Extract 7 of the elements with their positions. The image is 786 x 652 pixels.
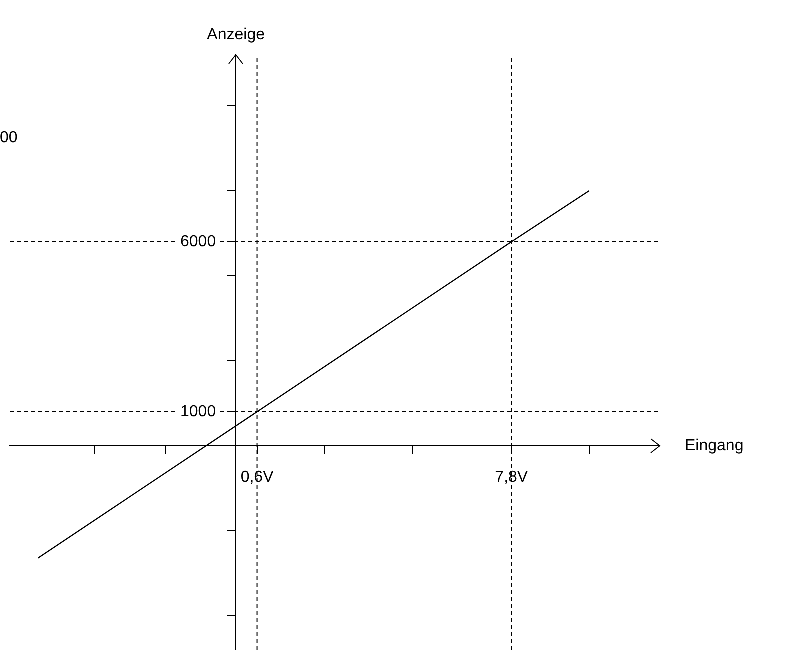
annotation: 00: [0, 129, 18, 146]
x-tick-label: 0,6V: [240, 469, 274, 486]
x-tick-label: 7,8V: [495, 469, 528, 486]
y-tick-label: 6000: [180, 233, 216, 250]
y-axis-title: Anzeige: [207, 26, 266, 44]
y-tick-label: 1000: [180, 403, 216, 420]
x-axis-title: Eingang: [685, 437, 744, 454]
